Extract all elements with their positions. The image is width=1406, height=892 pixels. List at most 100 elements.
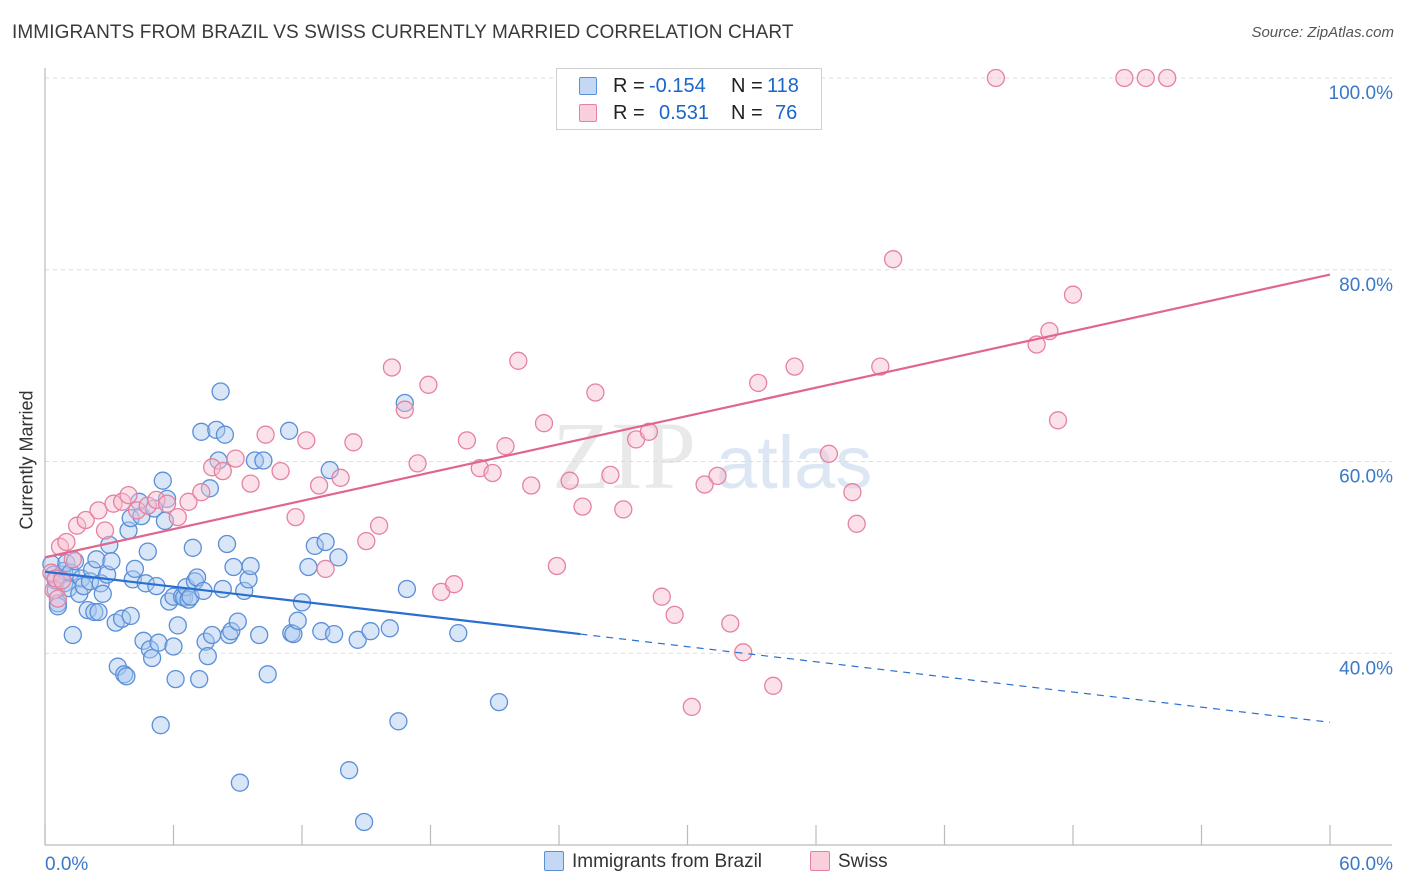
- y-tick-label: 40.0%: [1339, 658, 1393, 679]
- brazil-point: [85, 602, 104, 622]
- swiss-point: [573, 497, 592, 516]
- brazil-point: [215, 425, 235, 444]
- brazil-point: [395, 393, 414, 413]
- swiss-point: [843, 483, 862, 502]
- swiss-point: [1158, 68, 1177, 88]
- swiss-point: [179, 492, 198, 511]
- bottom-legend-swatch-swiss: [810, 851, 830, 871]
- brazil-trend-line: [44, 570, 581, 636]
- swiss-point: [708, 466, 727, 486]
- legend-r-value: 0.531: [659, 102, 710, 124]
- swiss-point: [316, 559, 335, 579]
- swiss-point: [95, 521, 115, 540]
- swiss-point: [202, 458, 222, 477]
- brazil-point: [138, 542, 157, 561]
- brazil-point: [198, 646, 217, 666]
- swiss-point: [547, 556, 567, 576]
- swiss-point: [226, 449, 245, 468]
- series-swiss-points: [42, 68, 1177, 717]
- swiss-point: [496, 437, 515, 456]
- axes: [44, 68, 1392, 846]
- y-tick-label: 80.0%: [1339, 275, 1393, 296]
- series-brazil-points: [42, 382, 509, 832]
- tick-labels: 40.0% 60.0% 80.0% 100.0% 0.0% 60.0%: [45, 83, 1393, 875]
- swiss-point: [847, 514, 866, 533]
- brazil-point: [87, 550, 106, 569]
- swiss-point: [819, 444, 839, 463]
- legend-r-value: -0.154: [649, 75, 706, 97]
- brazil-point: [213, 579, 232, 599]
- brazil-point: [316, 532, 335, 552]
- swiss-point: [614, 500, 633, 519]
- swiss-point: [1115, 68, 1134, 88]
- swiss-point: [749, 373, 768, 393]
- swiss-point: [192, 483, 211, 502]
- brazil-point: [125, 559, 145, 579]
- watermark: ZIP atlas: [552, 402, 872, 509]
- swiss-point: [147, 490, 166, 510]
- swiss-point: [871, 357, 890, 376]
- brazil-point: [228, 612, 247, 631]
- swiss-point: [652, 587, 671, 606]
- y-tick-label: 100.0%: [1329, 83, 1394, 104]
- swiss-point: [764, 676, 783, 695]
- brazil-point: [93, 584, 112, 603]
- bottom-legend-swiss: Swiss: [810, 851, 888, 873]
- brazil-point: [207, 420, 226, 440]
- legend-swatch-swiss: [579, 104, 597, 122]
- swiss-point: [256, 425, 275, 444]
- source-label: Source: ZipAtlas.com: [1251, 24, 1394, 41]
- swiss-point: [534, 414, 554, 433]
- brazil-point: [117, 667, 136, 686]
- legend-swatch-brazil: [579, 77, 597, 95]
- swiss-point: [509, 351, 528, 370]
- brazil-point: [339, 761, 359, 780]
- correlation-legend: R = -0.154 N = 118 R = 0.531 N = 76: [556, 68, 822, 130]
- swiss-point: [986, 68, 1006, 88]
- brazil-point: [89, 602, 108, 622]
- swiss-point: [639, 422, 659, 441]
- brazil-point: [299, 557, 318, 577]
- swiss-point: [883, 250, 903, 269]
- brazil-point: [329, 548, 348, 567]
- brazil-point: [149, 633, 168, 652]
- swiss-point: [483, 463, 502, 483]
- brazil-point: [239, 570, 258, 589]
- brazil-point: [164, 637, 183, 656]
- swiss-point: [112, 492, 132, 511]
- y-axis-label: Currently Married: [16, 390, 37, 530]
- swiss-point: [344, 433, 363, 452]
- brazil-point: [241, 556, 260, 576]
- swiss-point: [119, 485, 138, 505]
- brazil-point: [305, 536, 324, 556]
- swiss-point: [785, 357, 804, 376]
- bottom-legend-brazil: Immigrants from Brazil: [544, 851, 762, 873]
- brazil-point: [192, 422, 211, 441]
- swiss-point: [601, 465, 620, 485]
- swiss-point: [586, 383, 605, 402]
- chart-title: IMMIGRANTS FROM BRAZIL VS SWISS CURRENTL…: [12, 22, 794, 43]
- legend-n-label: N =: [731, 75, 763, 97]
- swiss-point: [395, 400, 414, 419]
- swiss-point: [241, 474, 260, 493]
- swiss-point: [408, 454, 427, 473]
- brazil-point: [284, 624, 303, 644]
- brazil-trend-extension: [580, 633, 1331, 723]
- swiss-point: [357, 531, 376, 551]
- legend-n-value: 76: [775, 102, 798, 124]
- trend-lines: [44, 273, 1331, 723]
- swiss-point: [665, 605, 684, 625]
- brazil-point: [324, 624, 344, 644]
- swiss-point: [1048, 411, 1068, 430]
- brazil-point: [190, 669, 209, 689]
- swiss-point: [52, 571, 72, 590]
- brazil-point: [449, 623, 468, 643]
- swiss-point: [457, 431, 477, 450]
- swiss-point: [48, 589, 68, 608]
- brazil-point: [200, 479, 220, 498]
- brazil-point: [279, 421, 299, 440]
- brazil-point: [222, 622, 241, 641]
- swiss-point: [309, 476, 329, 495]
- swiss-point: [695, 475, 714, 494]
- legend-r-label: R =: [613, 75, 645, 97]
